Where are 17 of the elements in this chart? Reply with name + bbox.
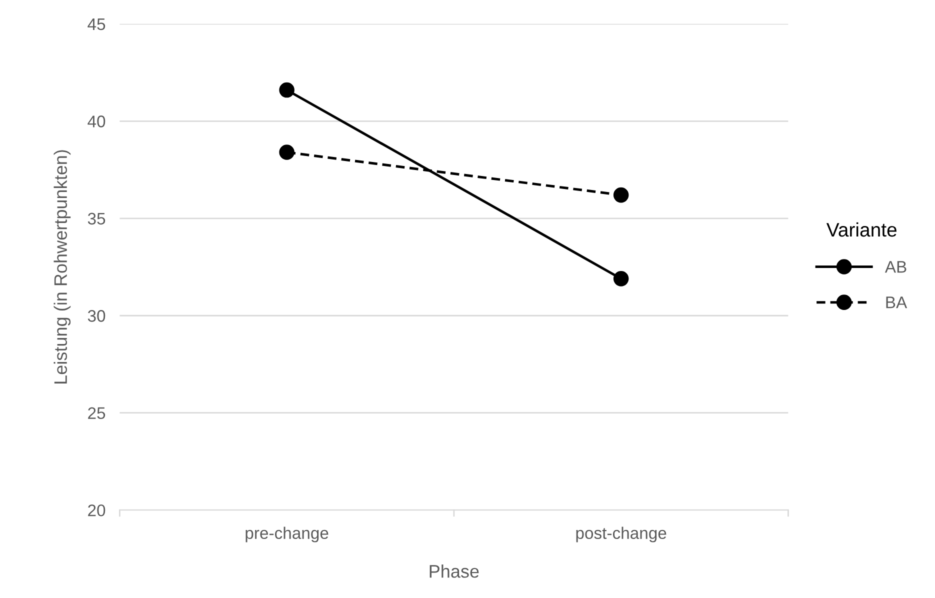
point (613, 271, 629, 286)
x-tick-label: post-change (576, 526, 666, 542)
x-axis-title: Phase (430, 564, 479, 578)
y-tick-label: 30 (88, 310, 106, 322)
y-tick-label: 25 (88, 407, 106, 420)
y-tick-label: 40 (88, 116, 106, 128)
y-tick-label: 20 (88, 504, 106, 516)
legend-title: Variante (826, 222, 896, 237)
y-tick-label: 35 (88, 212, 106, 225)
point (279, 82, 294, 98)
y-axis-title: Leistung (in Rohwertpunkten) (54, 150, 71, 384)
legend-label: AB (884, 261, 906, 273)
legend-label: BA (886, 296, 908, 308)
y-tick-label: 45 (88, 18, 106, 30)
point (279, 144, 294, 160)
point (613, 187, 629, 203)
x-tick-label: pre-change (246, 526, 328, 542)
